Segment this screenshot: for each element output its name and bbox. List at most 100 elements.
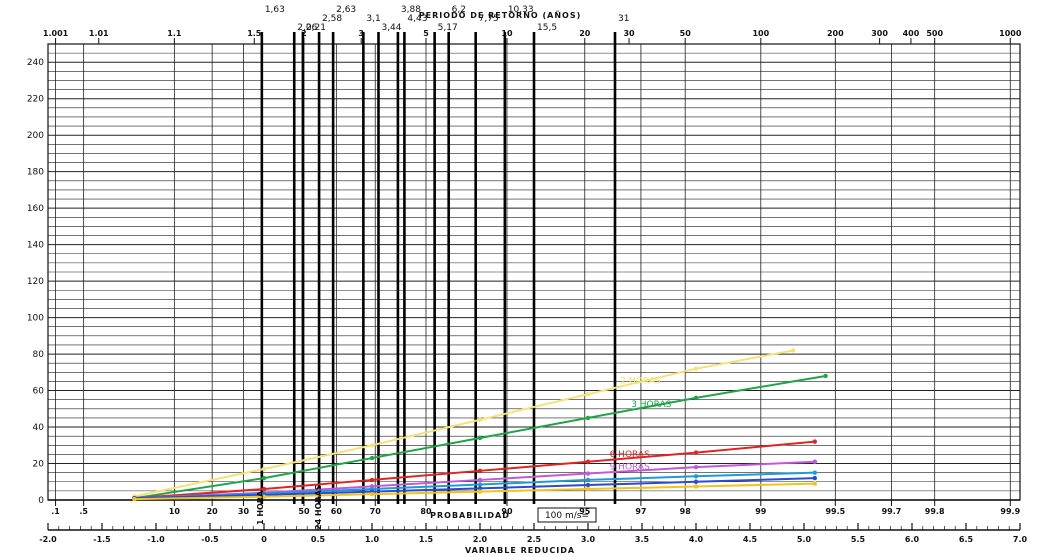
- return-period-tick-label: 100: [752, 29, 769, 38]
- series-point: [132, 496, 137, 502]
- probability-tick-label: 99.8: [925, 507, 945, 516]
- probability-tick-label: 98: [680, 507, 692, 516]
- probability-tick-label: .5: [79, 507, 88, 516]
- return-period-tick-label: 200: [827, 29, 844, 38]
- series-point: [477, 477, 483, 483]
- y-tick-label: 40: [33, 423, 45, 433]
- y-tick-label: 80: [33, 350, 45, 360]
- y-axis: 0 20 40 60 80 100 120 140 160 180 200 220 240: [27, 58, 44, 506]
- probability-tick-label: 95: [579, 507, 591, 516]
- return-period-tick-label: 500: [926, 29, 943, 38]
- reduced-tick-label: 2.5: [527, 535, 542, 544]
- marked-period-label: 5,17: [438, 23, 458, 33]
- y-tick-label: 220: [27, 95, 44, 105]
- return-period-tick-label: 30: [623, 29, 635, 38]
- return-period-tick-label: 10: [501, 29, 513, 38]
- chart-title: PERIODO DE RETORNO (AÑOS): [419, 10, 581, 20]
- return-period-tick-label: 1.001: [43, 29, 69, 38]
- return-period-tick-label: 50: [680, 29, 692, 38]
- marked-period-label: 10,33: [508, 5, 534, 15]
- probability-tick-label: 80: [420, 507, 432, 516]
- series-point: [693, 479, 699, 484]
- reduced-tick-label: 5.5: [851, 535, 866, 544]
- marked-period-label: 7,75: [479, 14, 499, 24]
- units-label: 100 m/s=: [545, 511, 589, 521]
- marked-period-label: 2,21: [306, 23, 326, 33]
- series-point: [477, 435, 483, 441]
- series-point: [823, 373, 828, 379]
- return-period-tick-label: 1.01: [89, 29, 109, 38]
- y-tick-label: 120: [27, 277, 44, 287]
- series-point: [477, 468, 483, 474]
- reduced-tick-label: 2.0: [473, 535, 488, 544]
- series-label: 9 HORAS: [610, 462, 650, 472]
- series-point: [261, 486, 267, 492]
- marked-period-label: 15,5: [537, 23, 557, 33]
- return-period-tick-label: 300: [871, 29, 888, 38]
- y-tick-label: 100: [27, 314, 44, 324]
- return-period-axis: 1.0011.011.11.52351020305010020030040050…: [43, 29, 1022, 44]
- series-point: [693, 484, 699, 489]
- series-point: [585, 482, 591, 488]
- reduced-tick-label: -1.0: [147, 535, 165, 544]
- reduced-tick-label: 3.0: [581, 535, 596, 544]
- probability-tick-label: .1: [51, 507, 60, 516]
- marked-period-label: 2,06: [297, 23, 317, 33]
- reduced-tick-label: 5.0: [797, 535, 812, 544]
- marked-period-label: 6,2: [452, 5, 466, 15]
- reduced-tick-label: -1.5: [93, 535, 111, 544]
- series-point: [812, 439, 817, 444]
- series-point: [585, 459, 591, 464]
- series-label: 2 HORAS: [620, 377, 660, 387]
- y-tick-label: 0: [38, 496, 44, 506]
- marked-period-label: 3,1: [366, 14, 380, 24]
- series-point: [812, 459, 817, 464]
- series-layer: 2 HORAS 3 HORAS 6 HORAS 9 HORAS: [132, 348, 828, 502]
- return-period-tick-label: 1.1: [167, 29, 182, 38]
- series-point: [261, 475, 267, 481]
- probability-tick-label: 30: [238, 507, 250, 516]
- reduced-tick-label: 0.5: [311, 535, 326, 544]
- marked-period-label: 4,43: [407, 14, 427, 24]
- y-tick-label: 240: [27, 58, 44, 68]
- marked-period-label: 3,88: [401, 5, 421, 15]
- reduced-tick-label: 4.5: [743, 535, 758, 544]
- probability-tick-label: 99.5: [825, 507, 845, 516]
- probability-tick-label: 97: [635, 507, 646, 516]
- series-point: [477, 417, 483, 422]
- series-point: [693, 395, 699, 401]
- return-period-tick-label: 1.5: [247, 29, 262, 38]
- reduced-tick-label: -2.0: [39, 535, 57, 544]
- series-point: [791, 348, 796, 353]
- return-period-tick-label: 5: [423, 29, 429, 38]
- series-point: [585, 486, 591, 492]
- reduced-tick-label: 6.0: [905, 535, 920, 544]
- probability-axis-title: PROBABILIDAD: [430, 511, 510, 520]
- probability-tick-label: 99.7: [882, 507, 902, 516]
- series-label: 3 HORAS: [631, 400, 671, 410]
- probability-tick-label: 99: [755, 507, 767, 516]
- reduced-tick-label: -0.5: [201, 535, 219, 544]
- return-period-tick-label: 400: [903, 29, 920, 38]
- series-point: [585, 471, 591, 476]
- marked-period-label: 2,58: [322, 14, 342, 24]
- reduced-tick-label: 7.0: [1013, 535, 1028, 544]
- series-point: [477, 482, 483, 487]
- probability-tick-label: 60: [331, 507, 343, 516]
- y-tick-label: 20: [33, 460, 45, 470]
- reduced-tick-label: 6.5: [959, 535, 974, 544]
- series-point: [693, 464, 699, 470]
- series-point: [369, 491, 375, 497]
- series-point: [369, 477, 375, 483]
- series-point: [693, 450, 699, 455]
- y-tick-label: 180: [27, 168, 44, 178]
- series-point: [693, 366, 699, 371]
- series-point: [585, 477, 591, 483]
- series-point: [261, 466, 267, 472]
- return-period-tick-label: 1000: [999, 29, 1022, 38]
- units-box: [537, 507, 597, 523]
